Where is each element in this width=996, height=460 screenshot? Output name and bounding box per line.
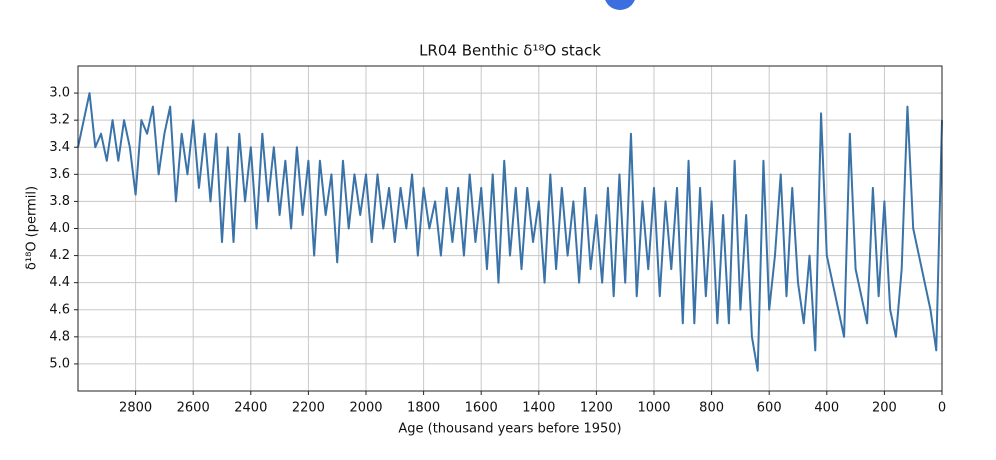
x-tick-label: 1000 [637, 401, 670, 416]
x-tick-label: 800 [699, 401, 724, 416]
y-tick-label: 3.0 [49, 86, 70, 101]
y-axis-label: δ¹⁸O (permil) [25, 186, 40, 270]
y-tick-label: 4.0 [49, 221, 70, 236]
x-tick-label: 2800 [119, 401, 152, 416]
y-tick-label: 5.0 [49, 356, 70, 371]
y-tick-label: 3.2 [49, 113, 70, 128]
y-tick-label: 3.8 [49, 194, 70, 209]
x-tick-label: 1600 [465, 401, 498, 416]
x-axis-label: Age (thousand years before 1950) [398, 422, 621, 437]
y-tick-label: 4.4 [49, 275, 70, 290]
y-tick-label: 4.2 [49, 248, 70, 263]
x-tick-label: 0 [938, 401, 946, 416]
x-tick-label: 2200 [292, 401, 325, 416]
x-tick-label: 2000 [349, 401, 382, 416]
x-tick-label: 600 [757, 401, 782, 416]
x-tick-label: 200 [872, 401, 897, 416]
grid [78, 66, 943, 391]
x-tick-label: 2400 [234, 401, 267, 416]
data-line [77, 92, 943, 372]
x-tick-label: 1400 [522, 401, 555, 416]
x-tick-label: 1800 [407, 401, 440, 416]
y-tick-label: 4.6 [49, 302, 70, 317]
plot-area [77, 92, 943, 372]
x-tick-label: 1200 [580, 401, 613, 416]
y-tick-label: 3.6 [49, 167, 70, 182]
x-tick-label: 400 [814, 401, 839, 416]
y-tick-label: 4.8 [49, 329, 70, 344]
ui-dot [605, 0, 635, 10]
chart-title: LR04 Benthic δ¹⁸O stack [419, 42, 601, 60]
y-tick-label: 3.4 [49, 140, 70, 155]
x-tick-label: 2600 [177, 401, 210, 416]
